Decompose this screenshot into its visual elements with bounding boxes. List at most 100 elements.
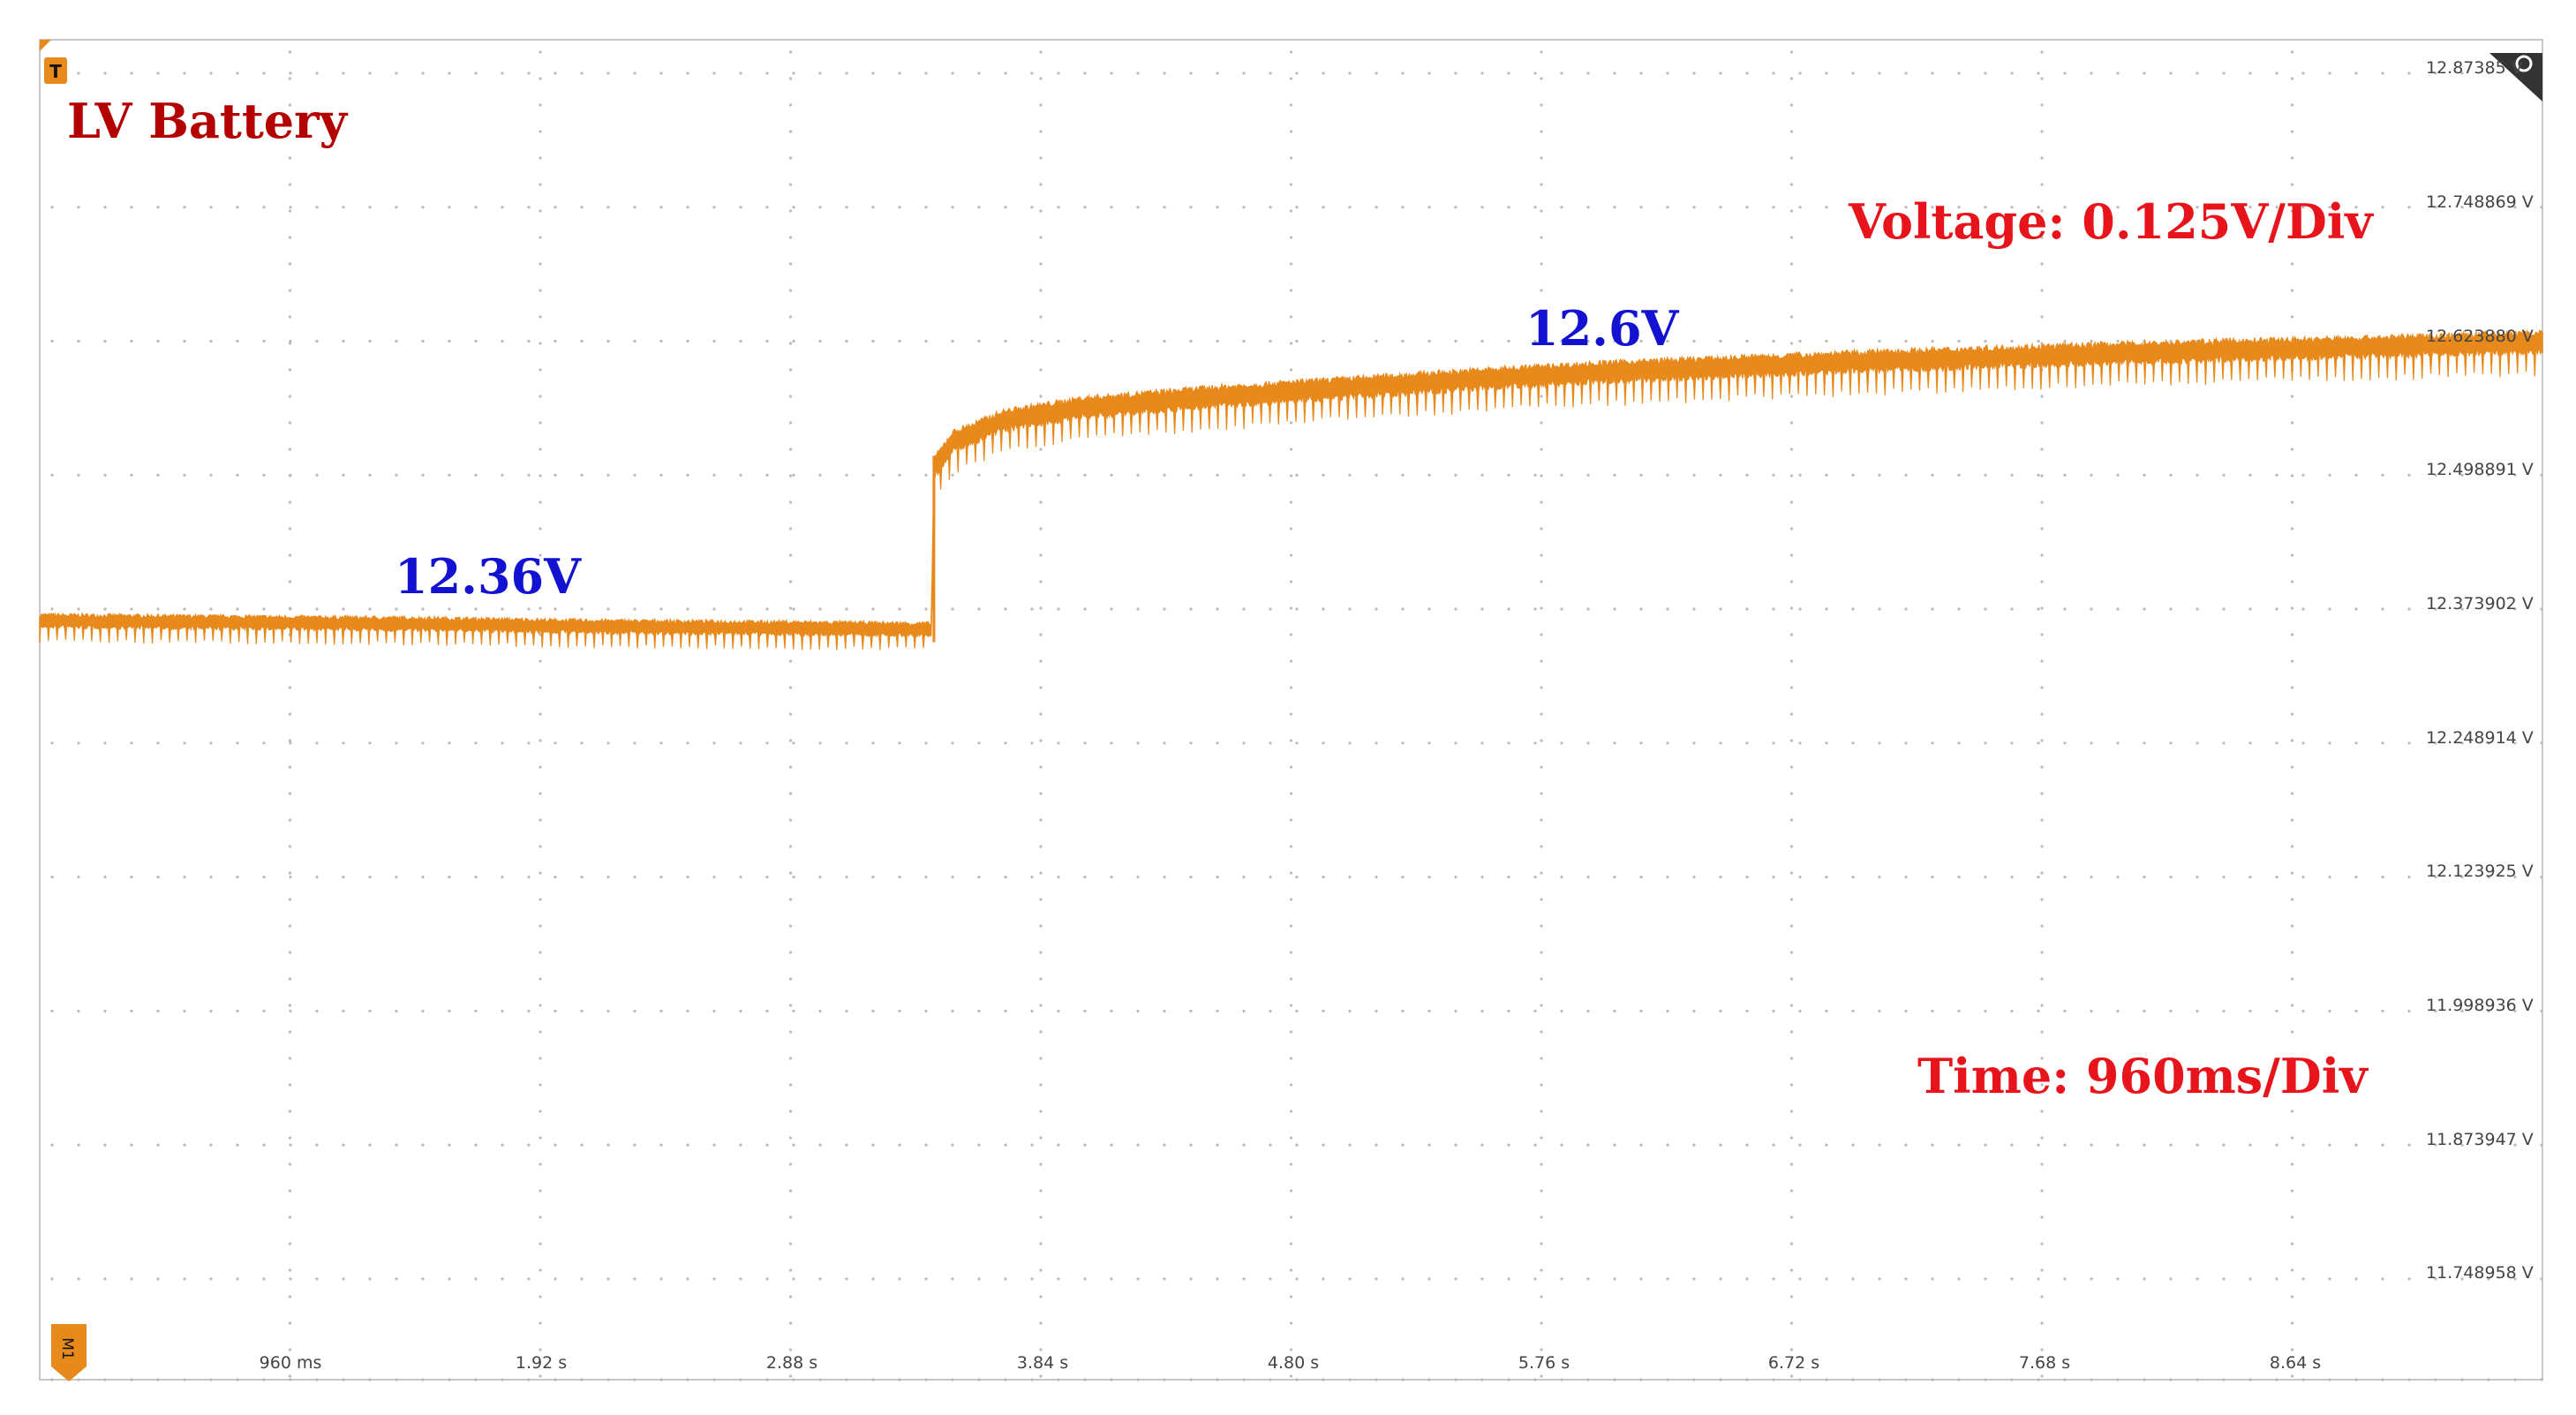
grid-dot <box>1560 339 1563 343</box>
grid-dot <box>845 1378 848 1381</box>
grid-dot <box>1242 1378 1246 1381</box>
grid-dot <box>183 1143 186 1147</box>
grid-dot <box>1163 741 1166 745</box>
grid-dot <box>1289 209 1293 213</box>
grid-dot <box>1507 473 1510 477</box>
grid-dot <box>2196 473 2199 477</box>
grid-dot <box>1039 183 1043 186</box>
grid-dot <box>2434 1009 2437 1012</box>
grid-dot <box>1039 580 1043 583</box>
grid-dot <box>2063 1143 2067 1147</box>
grid-dot <box>1772 72 1775 75</box>
grid-dot <box>1242 72 1246 75</box>
grid-dot <box>288 765 292 769</box>
grid-dot <box>368 1009 372 1012</box>
grid-dot <box>2040 739 2044 742</box>
grid-dot <box>288 1110 292 1113</box>
grid-dot <box>2434 1143 2437 1147</box>
grid-dot <box>1789 448 1794 451</box>
grid-dot <box>315 206 319 209</box>
grid-dot <box>788 818 793 822</box>
grid-dot <box>2301 1009 2305 1012</box>
grid-dot <box>1719 1277 1722 1281</box>
grid-dot <box>1348 339 1352 343</box>
grid-dot <box>686 607 689 611</box>
grid-dot <box>1039 1216 1043 1219</box>
grid-dot <box>2513 875 2517 879</box>
grid-dot <box>1745 875 1749 879</box>
grid-dot <box>288 209 292 213</box>
grid-dot <box>2222 607 2226 611</box>
grid-dot <box>1030 1378 1034 1381</box>
grid-dot <box>1540 1083 1543 1087</box>
grid-dot <box>1798 72 1802 75</box>
grid-dot <box>2540 1378 2543 1381</box>
grid-dot <box>2040 236 2044 239</box>
grid-dot <box>2037 72 2040 75</box>
grid-dot <box>2116 339 2120 343</box>
grid-dot <box>2540 741 2543 745</box>
grid-dot <box>1666 339 1669 343</box>
grid-dot <box>262 741 266 745</box>
grid-dot <box>977 741 981 745</box>
grid-dot <box>1984 875 1987 879</box>
grid-dot <box>1789 792 1794 795</box>
grid-dot <box>2222 473 2226 477</box>
grid-dot <box>1401 741 1405 745</box>
grid-dot <box>712 875 716 879</box>
grid-dot <box>1030 339 1034 343</box>
grid-dot <box>1295 1009 1299 1012</box>
grid-dot <box>2143 607 2146 611</box>
grid-dot <box>1540 898 1543 901</box>
grid-dot <box>1789 421 1794 425</box>
grid-dot <box>2290 951 2294 954</box>
grid-dot <box>2169 741 2173 745</box>
grid-dot <box>539 951 542 954</box>
grid-dot <box>1216 607 1219 611</box>
grid-dot <box>633 875 636 879</box>
grid-dot <box>1375 473 1378 477</box>
grid-dot <box>1030 72 1034 75</box>
grid-dot <box>1540 183 1543 186</box>
grid-dot <box>2275 1009 2278 1012</box>
grid-dot <box>1719 339 1722 343</box>
grid-dot <box>501 1378 504 1381</box>
grid-dot <box>2354 473 2358 477</box>
grid-dot <box>2407 1143 2411 1147</box>
grid-dot <box>103 607 107 611</box>
grid-dot <box>1789 395 1794 398</box>
zoom-corner-icon[interactable] <box>2489 53 2542 102</box>
grid-dot <box>2040 765 2044 769</box>
grid-dot <box>539 686 542 689</box>
grid-dot <box>606 1009 610 1012</box>
grid-dot <box>1613 1277 1616 1281</box>
grid-dot <box>1163 339 1166 343</box>
grid-dot <box>1745 741 1749 745</box>
grid-dot <box>1613 206 1616 209</box>
grid-dot <box>1454 1009 1457 1012</box>
grid-dot <box>1789 1136 1794 1140</box>
grid-dot <box>1083 1378 1087 1381</box>
grid-dot <box>2143 473 2146 477</box>
grid-dot <box>539 1057 542 1060</box>
grid-dot <box>1039 103 1043 107</box>
grid-dot <box>236 1277 239 1281</box>
grid-dot <box>1289 1216 1293 1219</box>
grid-dot <box>1931 339 1934 343</box>
grid-dot <box>2290 845 2294 848</box>
grid-dot <box>1851 473 1855 477</box>
grid-dot <box>130 206 133 209</box>
grid-dot <box>1039 1242 1043 1246</box>
grid-dot <box>77 607 80 611</box>
grid-dot <box>2275 1277 2278 1281</box>
grid-dot <box>288 1189 292 1193</box>
grid-dot <box>1289 236 1293 239</box>
grid-dot <box>474 1277 478 1281</box>
grid-dot <box>1798 875 1802 879</box>
grid-dot <box>288 236 292 239</box>
grid-dot <box>686 1378 689 1381</box>
grid-dot <box>288 183 292 186</box>
grid-dot <box>539 1163 542 1166</box>
grid-dot <box>2290 501 2294 504</box>
grid-dot <box>1289 1057 1293 1060</box>
